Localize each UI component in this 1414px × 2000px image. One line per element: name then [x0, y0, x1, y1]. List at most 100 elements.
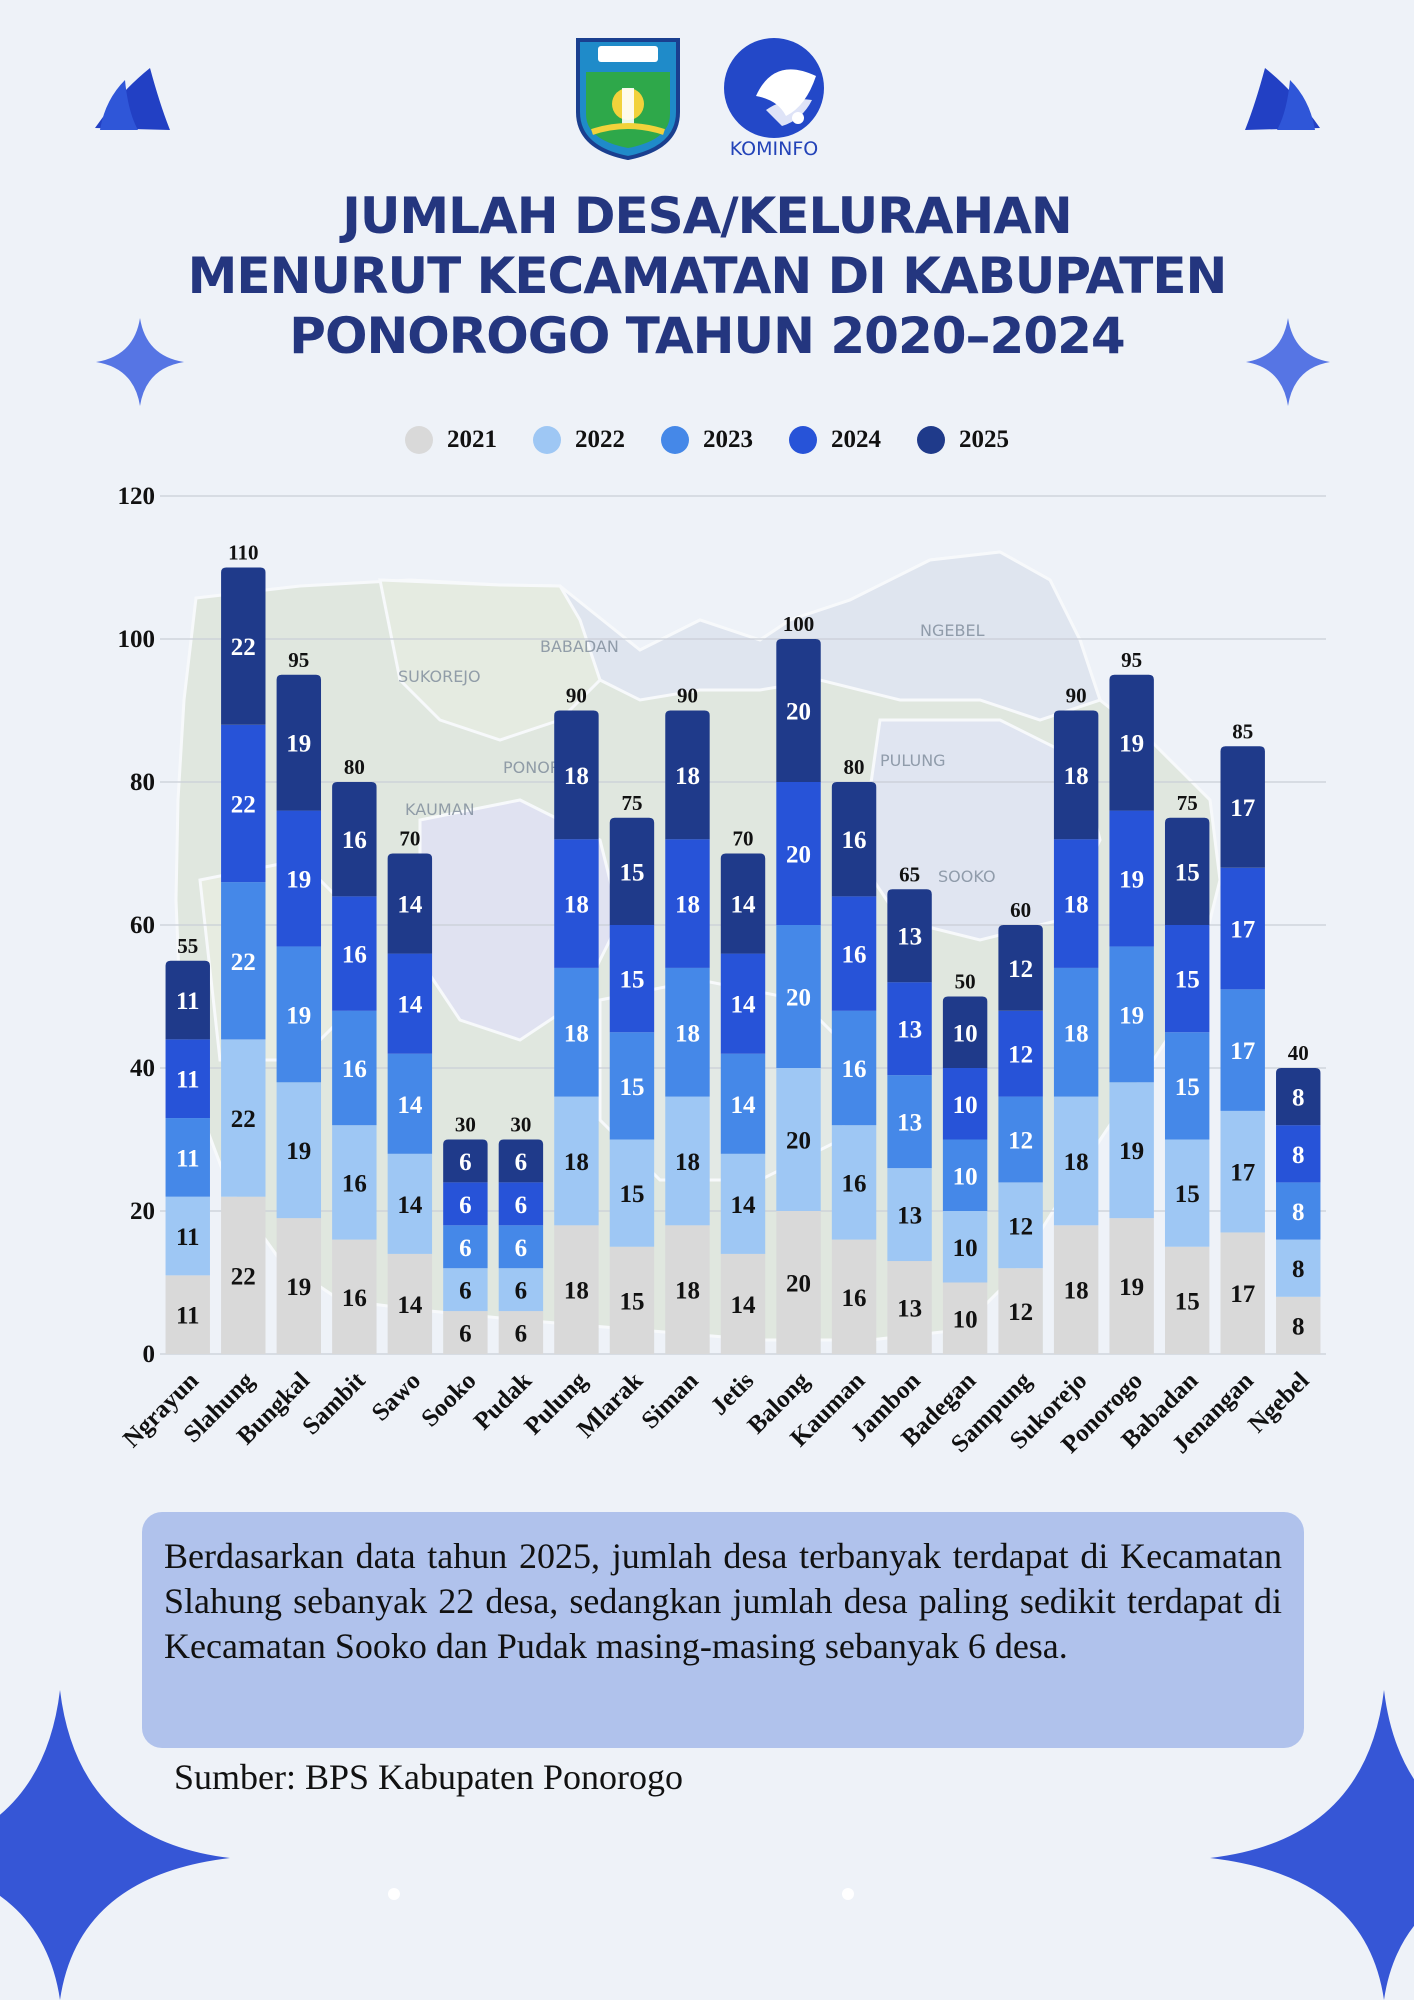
bar-segment [443, 1182, 488, 1226]
segment-value-label: 14 [397, 1092, 423, 1119]
sparkle-icon-left [96, 318, 184, 406]
bar-segment [387, 853, 433, 954]
legend-item-2025: 2025 [917, 426, 1009, 454]
segment-value-label: 18 [1064, 892, 1089, 919]
segment-value-label: 15 [619, 859, 644, 886]
segment-value-label: 20 [786, 985, 811, 1012]
bar-total-label: 50 [955, 970, 976, 994]
bar-segment [276, 1082, 322, 1219]
bar-segment [1053, 967, 1099, 1097]
bar-segment [1220, 746, 1265, 868]
segment-value-label: 20 [786, 1128, 811, 1155]
segment-value-label: 14 [731, 992, 757, 1019]
bar-segment [720, 853, 766, 954]
bar-segment [554, 1096, 599, 1226]
segment-value-label: 13 [897, 1110, 922, 1137]
segment-value-label: 16 [842, 1285, 867, 1312]
segment-value-label: 12 [1008, 1128, 1033, 1155]
x-category-label: Ngebel [1243, 1367, 1314, 1438]
segment-value-label: 15 [619, 1074, 644, 1101]
bar-total-label: 55 [177, 934, 198, 958]
bar-total-label: 80 [344, 755, 365, 779]
bar-segment [332, 1125, 377, 1240]
bar-segment [1164, 1032, 1210, 1140]
segment-value-label: 15 [619, 1181, 644, 1208]
bar-segment [942, 1211, 988, 1283]
bar-segment [554, 839, 599, 968]
source-text: Sumber: BPS Kabupaten Ponorogo [174, 1757, 683, 1797]
segment-value-label: 17 [1230, 1160, 1255, 1187]
segment-value-label: 18 [675, 1020, 700, 1047]
segment-value-label: 6 [515, 1149, 528, 1176]
segment-value-label: 19 [1119, 1274, 1144, 1301]
segment-value-label: 16 [842, 827, 867, 854]
segment-value-label: 8 [1292, 1199, 1305, 1226]
bar-segment [387, 953, 433, 1054]
bar-segment [1109, 1082, 1154, 1219]
bar-segment [498, 1139, 544, 1183]
bar-segment [498, 1182, 544, 1226]
bar-segment [887, 982, 932, 1076]
bar-segment [609, 1246, 655, 1354]
bar-segment [1276, 1068, 1321, 1126]
segment-value-label: 20 [786, 699, 811, 726]
segment-value-label: 18 [564, 1149, 589, 1176]
bar-segment [1109, 674, 1154, 811]
bar-segment [998, 1182, 1043, 1269]
bar-segment [887, 1261, 932, 1354]
wing-icon-right [1245, 68, 1320, 130]
bar-segment [221, 1039, 266, 1197]
bar-segment [221, 567, 266, 725]
segment-value-label: 20 [786, 1271, 811, 1298]
kominfo-logo [724, 38, 824, 138]
legend-label: 2025 [959, 426, 1009, 453]
bar-segment [221, 724, 266, 883]
bar-segment [387, 1053, 433, 1154]
segment-value-label: 12 [1008, 1299, 1033, 1326]
bar-segment [443, 1139, 488, 1183]
legend-label: 2022 [575, 426, 625, 453]
segment-value-label: 14 [397, 1292, 423, 1319]
segment-value-label: 18 [1064, 1020, 1089, 1047]
bar-total-label: 85 [1232, 719, 1253, 743]
bar-segment [1220, 989, 1265, 1111]
bar-segment [554, 710, 599, 840]
bar-total-label: 75 [1177, 791, 1198, 815]
segment-value-label: 8 [1292, 1085, 1305, 1112]
segment-value-label: 19 [1119, 731, 1144, 758]
y-tick-label: 80 [130, 769, 155, 796]
bar-segment [776, 782, 821, 925]
segment-value-label: 18 [1064, 763, 1089, 790]
segment-value-label: 8 [1292, 1256, 1305, 1283]
bar-segment [332, 896, 377, 1011]
segment-value-label: 15 [1175, 1181, 1200, 1208]
bar-segment [1276, 1296, 1321, 1354]
segment-value-label: 10 [953, 1163, 978, 1190]
bar-segment [776, 925, 821, 1068]
bar-total-label: 30 [510, 1113, 531, 1137]
bar-segment [1053, 1225, 1099, 1354]
segment-value-label: 22 [231, 634, 256, 661]
legend-label: 2021 [447, 426, 497, 453]
bar-segment [609, 925, 655, 1033]
segment-value-label: 16 [342, 1285, 367, 1312]
legend-swatch [405, 426, 433, 454]
segment-value-label: 19 [1119, 1138, 1144, 1165]
wing-icon-left [95, 68, 170, 130]
bar-total-label: 40 [1288, 1041, 1309, 1065]
segment-value-label: 12 [1008, 1213, 1033, 1240]
bar-segment [720, 1153, 766, 1254]
bar-segment [887, 1075, 932, 1169]
bar-segment [554, 1225, 599, 1354]
bar-segment [554, 967, 599, 1097]
segment-value-label: 19 [286, 1274, 311, 1301]
bar-segment [665, 839, 710, 968]
segment-value-label: 18 [1064, 1149, 1089, 1176]
title-line: JUMLAH DESA/KELURAHAN [342, 187, 1073, 245]
kominfo-logo-label: KOMINFO [729, 138, 819, 160]
legend-item-2021: 2021 [405, 426, 497, 454]
segment-value-label: 13 [897, 1203, 922, 1230]
bar-segment [942, 1139, 988, 1211]
bar-total-label: 75 [621, 791, 642, 815]
segment-value-label: 11 [176, 988, 200, 1015]
